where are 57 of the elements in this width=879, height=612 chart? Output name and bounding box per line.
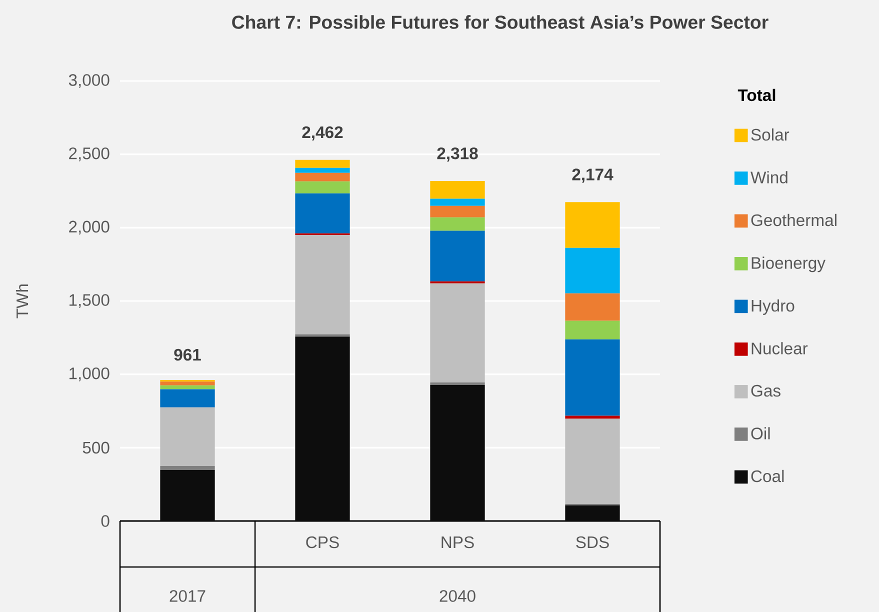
bar — [160, 466, 215, 470]
bar — [295, 181, 350, 194]
legend-label: Wind — [750, 171, 788, 184]
bar — [160, 407, 215, 466]
bar — [565, 418, 620, 504]
legend-label: Geothermal — [751, 214, 836, 226]
bar — [430, 382, 485, 386]
bar — [295, 160, 350, 168]
y-tick-label: 2,000 — [69, 220, 110, 235]
bar — [565, 339, 620, 416]
bar — [295, 235, 350, 334]
y-tick-label: 0 — [101, 515, 110, 527]
bar — [160, 385, 215, 390]
legend-label: Hydro — [752, 299, 794, 315]
legend-label: Nuclear — [752, 342, 808, 354]
text: 2040 — [440, 590, 476, 602]
bar — [430, 198, 485, 206]
x-tick-label: NPS — [442, 536, 474, 548]
bar — [430, 283, 485, 382]
bar — [295, 193, 350, 234]
bar — [295, 168, 350, 173]
x-tick-label: CPS — [306, 536, 339, 548]
total-label: 2,462 — [302, 126, 343, 141]
chart-title: Chart 7: Possible Futures for Southeast Asia’s Power Sector — [232, 15, 768, 29]
x-tick-label: SDS — [576, 536, 609, 548]
legend-label: Gas — [751, 384, 780, 397]
y-tick-label: 3,000 — [68, 74, 110, 88]
bar — [160, 382, 215, 386]
legend-label: Solar — [751, 128, 790, 141]
bar — [565, 293, 620, 321]
bar — [565, 320, 620, 340]
bar — [430, 181, 485, 199]
bar — [565, 248, 620, 294]
bar — [295, 172, 350, 182]
bar — [430, 217, 485, 231]
legend-label: Coal — [751, 470, 784, 482]
bar — [430, 385, 485, 522]
total-label: 2,174 — [572, 168, 614, 183]
bar — [565, 202, 620, 248]
bar — [430, 206, 485, 218]
legend-label: Oil — [751, 427, 770, 440]
bar — [160, 389, 215, 408]
bar — [565, 505, 620, 522]
text: 2017 — [170, 590, 206, 602]
bar — [160, 470, 215, 522]
y-tick-label: 500 — [82, 442, 110, 454]
y-axis-title: TWh — [16, 284, 28, 318]
y-tick-label: 1,000 — [70, 367, 110, 382]
bar — [565, 416, 620, 419]
bar — [295, 336, 350, 522]
legend-title: Total — [738, 88, 776, 102]
total-label: 961 — [174, 348, 201, 361]
bar — [430, 230, 485, 282]
total-label: 2,318 — [437, 147, 478, 162]
y-tick-label: 2,500 — [69, 147, 110, 162]
y-tick-label: 1,500 — [70, 294, 110, 308]
legend-label: Bioenergy — [752, 256, 826, 272]
